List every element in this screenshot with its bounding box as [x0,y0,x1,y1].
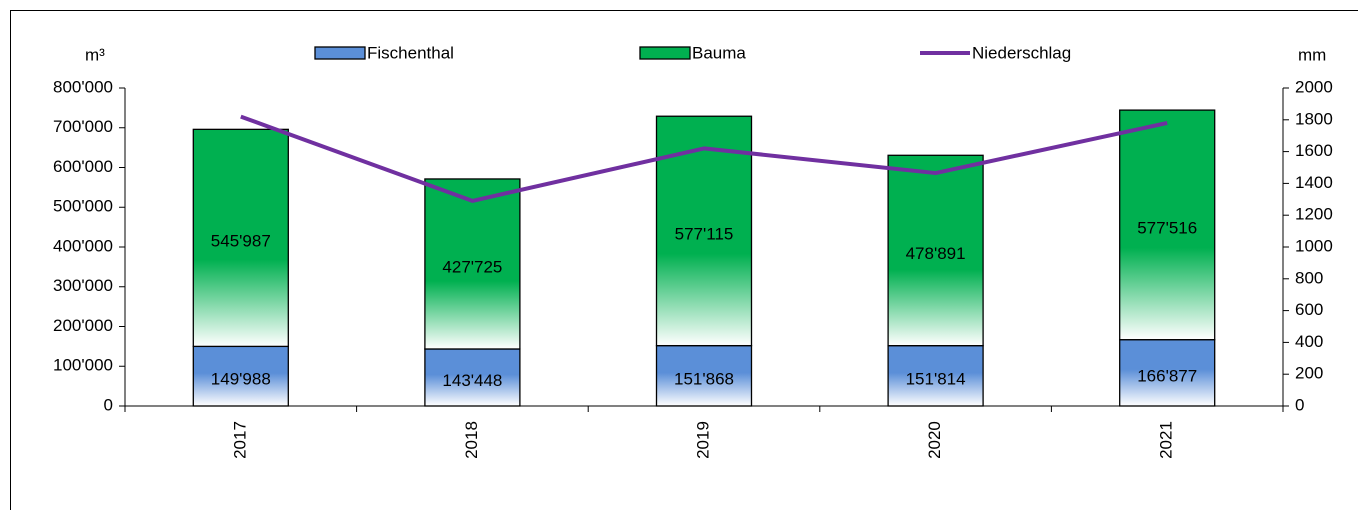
bar [424,348,521,407]
y-tick-label: 0 [104,395,113,414]
y-tick-label: 100'000 [53,356,113,375]
bar-value-label: 149'988 [211,370,271,389]
bar-value-label: 577'516 [1137,218,1197,237]
x-tick-label: 2017 [230,421,249,459]
bar-value-label: 151'868 [674,369,734,388]
bar-value-label: 478'891 [906,244,966,263]
y2-tick-label: 600 [1295,300,1323,319]
bar [424,178,521,350]
bar [192,128,289,348]
y-axis-label: m³ [85,45,105,64]
legend-label: Niederschlag [972,43,1071,62]
y2-tick-label: 0 [1295,395,1304,414]
y-tick-label: 800'000 [53,77,113,96]
legend-swatch [639,46,691,60]
legend-label: Bauma [692,43,746,62]
y-tick-label: 200'000 [53,316,113,335]
bar [655,344,753,407]
bar-value-label: 143'448 [442,371,502,390]
y2-tick-label: 800 [1295,268,1323,287]
bar-value-label: 166'877 [1137,366,1197,385]
y-tick-label: 400'000 [53,236,113,255]
y2-axis-label: mm [1298,45,1326,64]
y-tick-label: 300'000 [53,276,113,295]
chart-frame [10,10,1358,510]
bar [887,154,984,347]
x-tick-label: 2021 [1157,421,1176,459]
y2-tick-label: 400 [1295,332,1323,351]
bar [1119,109,1216,341]
bar-value-label: 427'725 [442,257,502,276]
y2-tick-label: 200 [1295,364,1323,383]
line-series [240,114,1168,203]
legend-swatch [314,46,366,60]
bar [192,345,289,407]
y2-tick-label: 2000 [1295,77,1333,96]
x-tick-label: 2020 [925,421,944,459]
bar [1119,339,1216,407]
x-tick-label: 2018 [462,421,481,459]
y2-tick-label: 1400 [1295,173,1333,192]
y2-tick-label: 1200 [1295,205,1333,224]
bar-value-label: 151'814 [906,369,966,388]
y2-tick-label: 1800 [1295,109,1333,128]
bar-value-label: 545'987 [211,231,271,250]
y2-tick-label: 1600 [1295,141,1333,160]
x-tick-label: 2019 [693,421,712,459]
legend-label: Fischenthal [367,43,454,62]
y-tick-label: 500'000 [53,197,113,216]
y2-tick-label: 1000 [1295,236,1333,255]
y-tick-label: 600'000 [53,157,113,176]
y-tick-label: 700'000 [53,117,113,136]
bar-value-label: 577'115 [675,224,734,243]
